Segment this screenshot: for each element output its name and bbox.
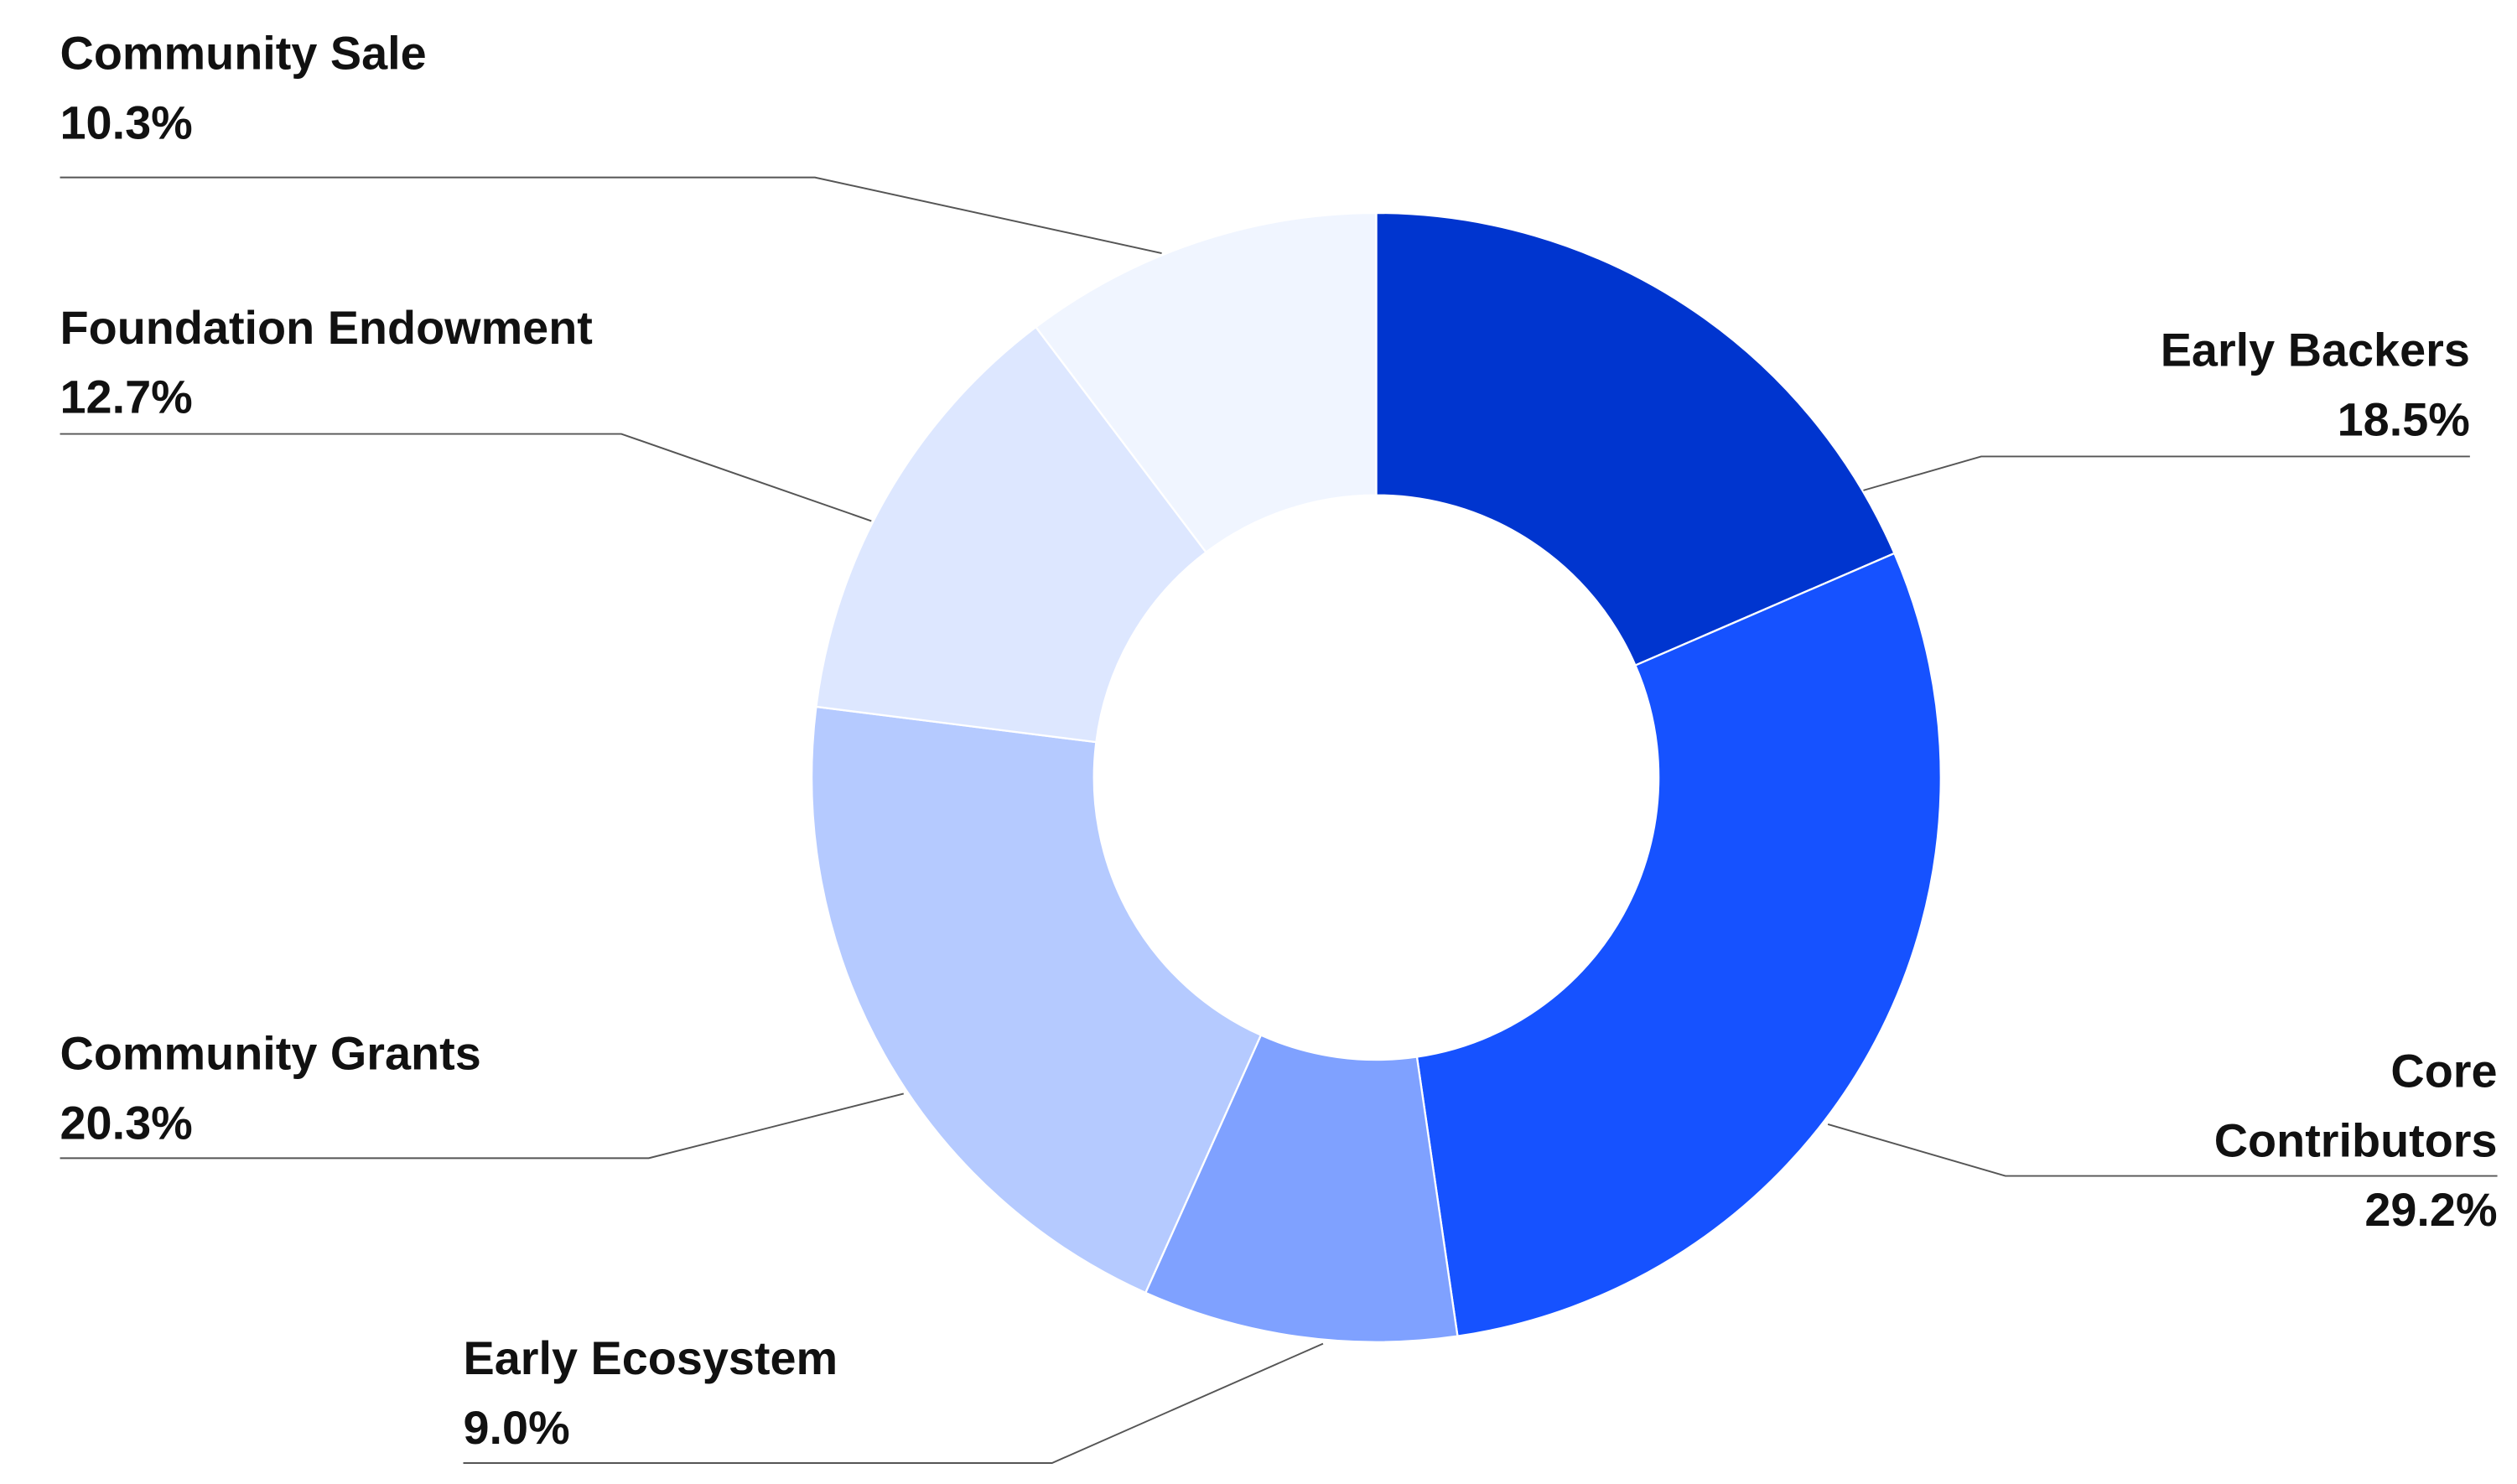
label-box: Community Sale 10.3% (60, 21, 706, 159)
value-label: 10.3% (60, 98, 193, 150)
donut-slice (1415, 552, 1942, 1337)
category-name: Foundation Endowment (60, 303, 593, 355)
label-box: Early Ecosystem 9.0% (464, 1326, 1109, 1464)
value-label: 18.5% (2337, 395, 2470, 447)
label-box: Community Grants 20.3% (60, 1021, 706, 1160)
leader-line (60, 1092, 904, 1160)
donut-slice (1375, 211, 1896, 667)
slice-label: Early Ecosystem 9.0% (464, 1326, 1109, 1464)
slice-label: Community Sale 10.3% (60, 21, 706, 159)
category-name: Early Ecosystem (463, 1334, 838, 1386)
label-box: Early Backers 18.5% (1824, 318, 2470, 456)
label-box: Core Contributors 29.2% (2110, 1039, 2498, 1247)
category-name: Community Grants (60, 1029, 481, 1082)
leader-line (463, 1342, 1324, 1464)
slice-label: Foundation Endowment 12.7% (60, 295, 786, 433)
slice-label: Early Backers 18.5% (1824, 318, 2470, 456)
category-name: Early Backers (2160, 325, 2470, 378)
value-label: 20.3% (60, 1098, 193, 1150)
leader-line (60, 176, 1162, 254)
leader-line (60, 433, 872, 522)
value-label: 12.7% (60, 372, 193, 424)
leader-line (1863, 455, 2470, 491)
slice-label: Community Grants 20.3% (60, 1021, 706, 1160)
category-name: Community Sale (60, 29, 427, 81)
donut-slice (810, 705, 1263, 1295)
donut-slice (1144, 1034, 1459, 1343)
category-name: Core Contributors (2213, 1046, 2498, 1168)
donut-slice (815, 325, 1208, 744)
leader-line (1827, 1123, 2498, 1177)
label-box: Foundation Endowment 12.7% (60, 295, 786, 433)
value-label: 9.0% (463, 1403, 570, 1455)
donut-slice (1034, 211, 1378, 554)
value-label: 29.2% (2364, 1186, 2498, 1238)
slice-label: Core Contributors 29.2% (2110, 1039, 2498, 1247)
